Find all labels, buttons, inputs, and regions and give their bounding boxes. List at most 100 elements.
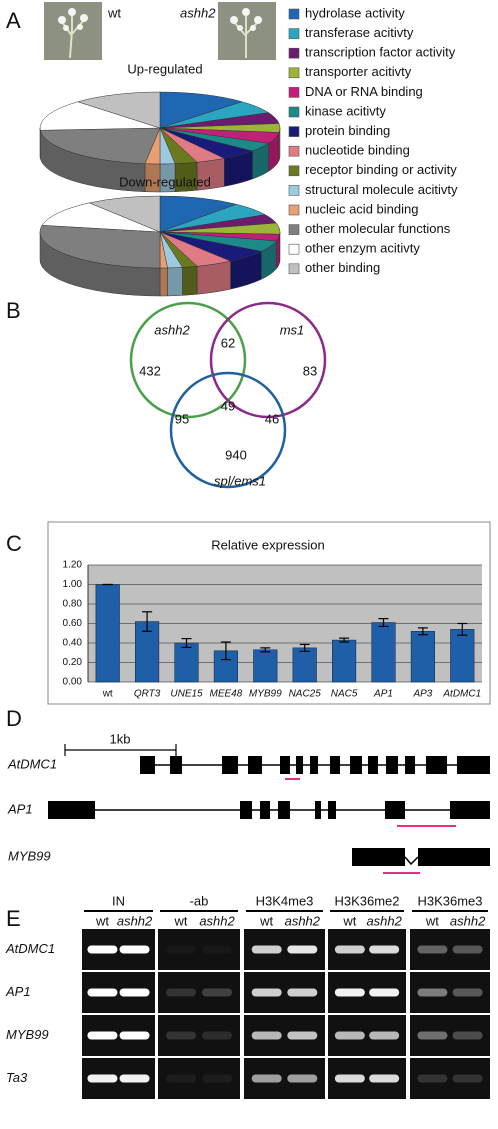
pie-slice bbox=[159, 127, 176, 193]
bar bbox=[174, 642, 199, 683]
gel-band bbox=[369, 1031, 400, 1040]
gel-panel bbox=[410, 929, 490, 970]
y-tick-label: 1.00 bbox=[63, 579, 83, 590]
legend-label: structural molecule acitivty bbox=[305, 182, 458, 197]
error-bar bbox=[181, 638, 192, 648]
chart-title: Relative expression bbox=[211, 537, 324, 552]
x-tick-label: QRT3 bbox=[134, 689, 161, 700]
panel-label: D bbox=[6, 706, 22, 731]
gel-band bbox=[334, 988, 365, 997]
slice-top bbox=[159, 195, 238, 233]
gel-band bbox=[369, 945, 400, 954]
gene-model bbox=[140, 756, 490, 780]
gel-band bbox=[119, 1074, 150, 1083]
panel-label: A bbox=[6, 8, 21, 33]
legend-label: protein binding bbox=[305, 123, 390, 138]
pie-slice bbox=[39, 101, 161, 159]
panel-label: C bbox=[6, 531, 22, 556]
gel-band bbox=[202, 946, 232, 954]
gel-band bbox=[165, 1031, 196, 1040]
legend-swatch bbox=[288, 165, 300, 177]
error-bar bbox=[142, 611, 153, 632]
venn-set-label: spl/ems1 bbox=[214, 473, 266, 488]
legend-swatch bbox=[288, 28, 300, 39]
legend-label: other molecular functions bbox=[305, 221, 451, 236]
slice-top bbox=[39, 127, 161, 164]
pie-slice bbox=[159, 195, 238, 233]
gel-band bbox=[452, 945, 483, 954]
legend-label: hydrolase activity bbox=[305, 5, 405, 20]
slice-top bbox=[39, 101, 161, 131]
gene-label: AP1 bbox=[5, 984, 31, 999]
gel-panel bbox=[158, 972, 240, 1013]
gel-band bbox=[369, 1074, 400, 1083]
pie-title: Down-regulated bbox=[119, 174, 211, 189]
gel-band bbox=[87, 1031, 118, 1040]
venn-set-label: ashh2 bbox=[154, 322, 190, 337]
pie-slice bbox=[76, 91, 161, 129]
scale-bar bbox=[64, 744, 177, 756]
gel-band bbox=[119, 945, 150, 954]
gel-band bbox=[334, 945, 365, 954]
venn-set-label: ms1 bbox=[280, 322, 305, 337]
slice-side bbox=[159, 267, 168, 297]
group-label: H3K36me2 bbox=[334, 893, 399, 908]
slice-top bbox=[88, 195, 161, 233]
gel-band bbox=[334, 1031, 365, 1040]
gene-label: Ta3 bbox=[6, 1070, 28, 1085]
pie-slice bbox=[159, 91, 244, 129]
error-bar bbox=[220, 641, 231, 661]
gel-band bbox=[417, 945, 448, 954]
legend-label: nucleic acid binding bbox=[305, 201, 418, 216]
bar bbox=[410, 631, 435, 683]
legend-swatch bbox=[288, 67, 300, 79]
x-tick-label: wt bbox=[102, 689, 113, 700]
error-bar bbox=[339, 637, 350, 643]
slice-top bbox=[76, 91, 161, 129]
gel-band bbox=[87, 1074, 118, 1083]
gel-band bbox=[165, 988, 196, 997]
gel-band bbox=[417, 1074, 448, 1083]
lane-label: wt bbox=[95, 913, 109, 928]
lane-label: ashh2 bbox=[117, 913, 153, 928]
x-tick-label: MYB99 bbox=[249, 689, 282, 700]
gel-panel bbox=[158, 929, 240, 970]
pie-slice bbox=[159, 127, 280, 172]
pie-slice bbox=[39, 224, 161, 297]
legend-swatch bbox=[288, 185, 300, 196]
x-tick-label: UNE15 bbox=[170, 689, 203, 700]
gel-band bbox=[452, 988, 483, 997]
gel-panel bbox=[410, 1058, 490, 1099]
group-label: -ab bbox=[190, 893, 209, 908]
gene-label: MYB99 bbox=[8, 848, 51, 863]
pie-slice bbox=[88, 195, 161, 233]
panel-label: E bbox=[6, 906, 21, 931]
legend-swatch bbox=[288, 87, 300, 98]
gene-model bbox=[352, 848, 490, 874]
pie-slice bbox=[41, 202, 161, 233]
gel-band bbox=[417, 1031, 448, 1040]
gel-band bbox=[251, 988, 282, 997]
lane-label: wt bbox=[259, 913, 273, 928]
gel-band bbox=[202, 988, 233, 997]
legend-label: nucleotide binding bbox=[305, 143, 410, 158]
gel-band bbox=[287, 1031, 318, 1040]
legend-swatch bbox=[288, 8, 300, 20]
venn-circle bbox=[129, 301, 247, 419]
gel-band bbox=[452, 1031, 483, 1040]
legend-swatch bbox=[288, 126, 300, 137]
gel-panel bbox=[158, 1058, 240, 1099]
bar bbox=[450, 629, 475, 683]
gel-band bbox=[287, 988, 318, 997]
error-bar bbox=[260, 647, 271, 653]
pie-slice bbox=[159, 127, 198, 192]
legend-label: transferase acitivty bbox=[305, 25, 414, 40]
group-label: H3K4me3 bbox=[256, 893, 314, 908]
legend-label: transcription factor activity bbox=[305, 45, 456, 60]
gel-band bbox=[87, 988, 118, 997]
venn-count: 432 bbox=[139, 363, 161, 378]
slice-side bbox=[167, 267, 183, 297]
x-tick-label: NAC25 bbox=[289, 689, 322, 700]
slice-top bbox=[159, 91, 244, 129]
group-label: H3K36me3 bbox=[417, 893, 482, 908]
